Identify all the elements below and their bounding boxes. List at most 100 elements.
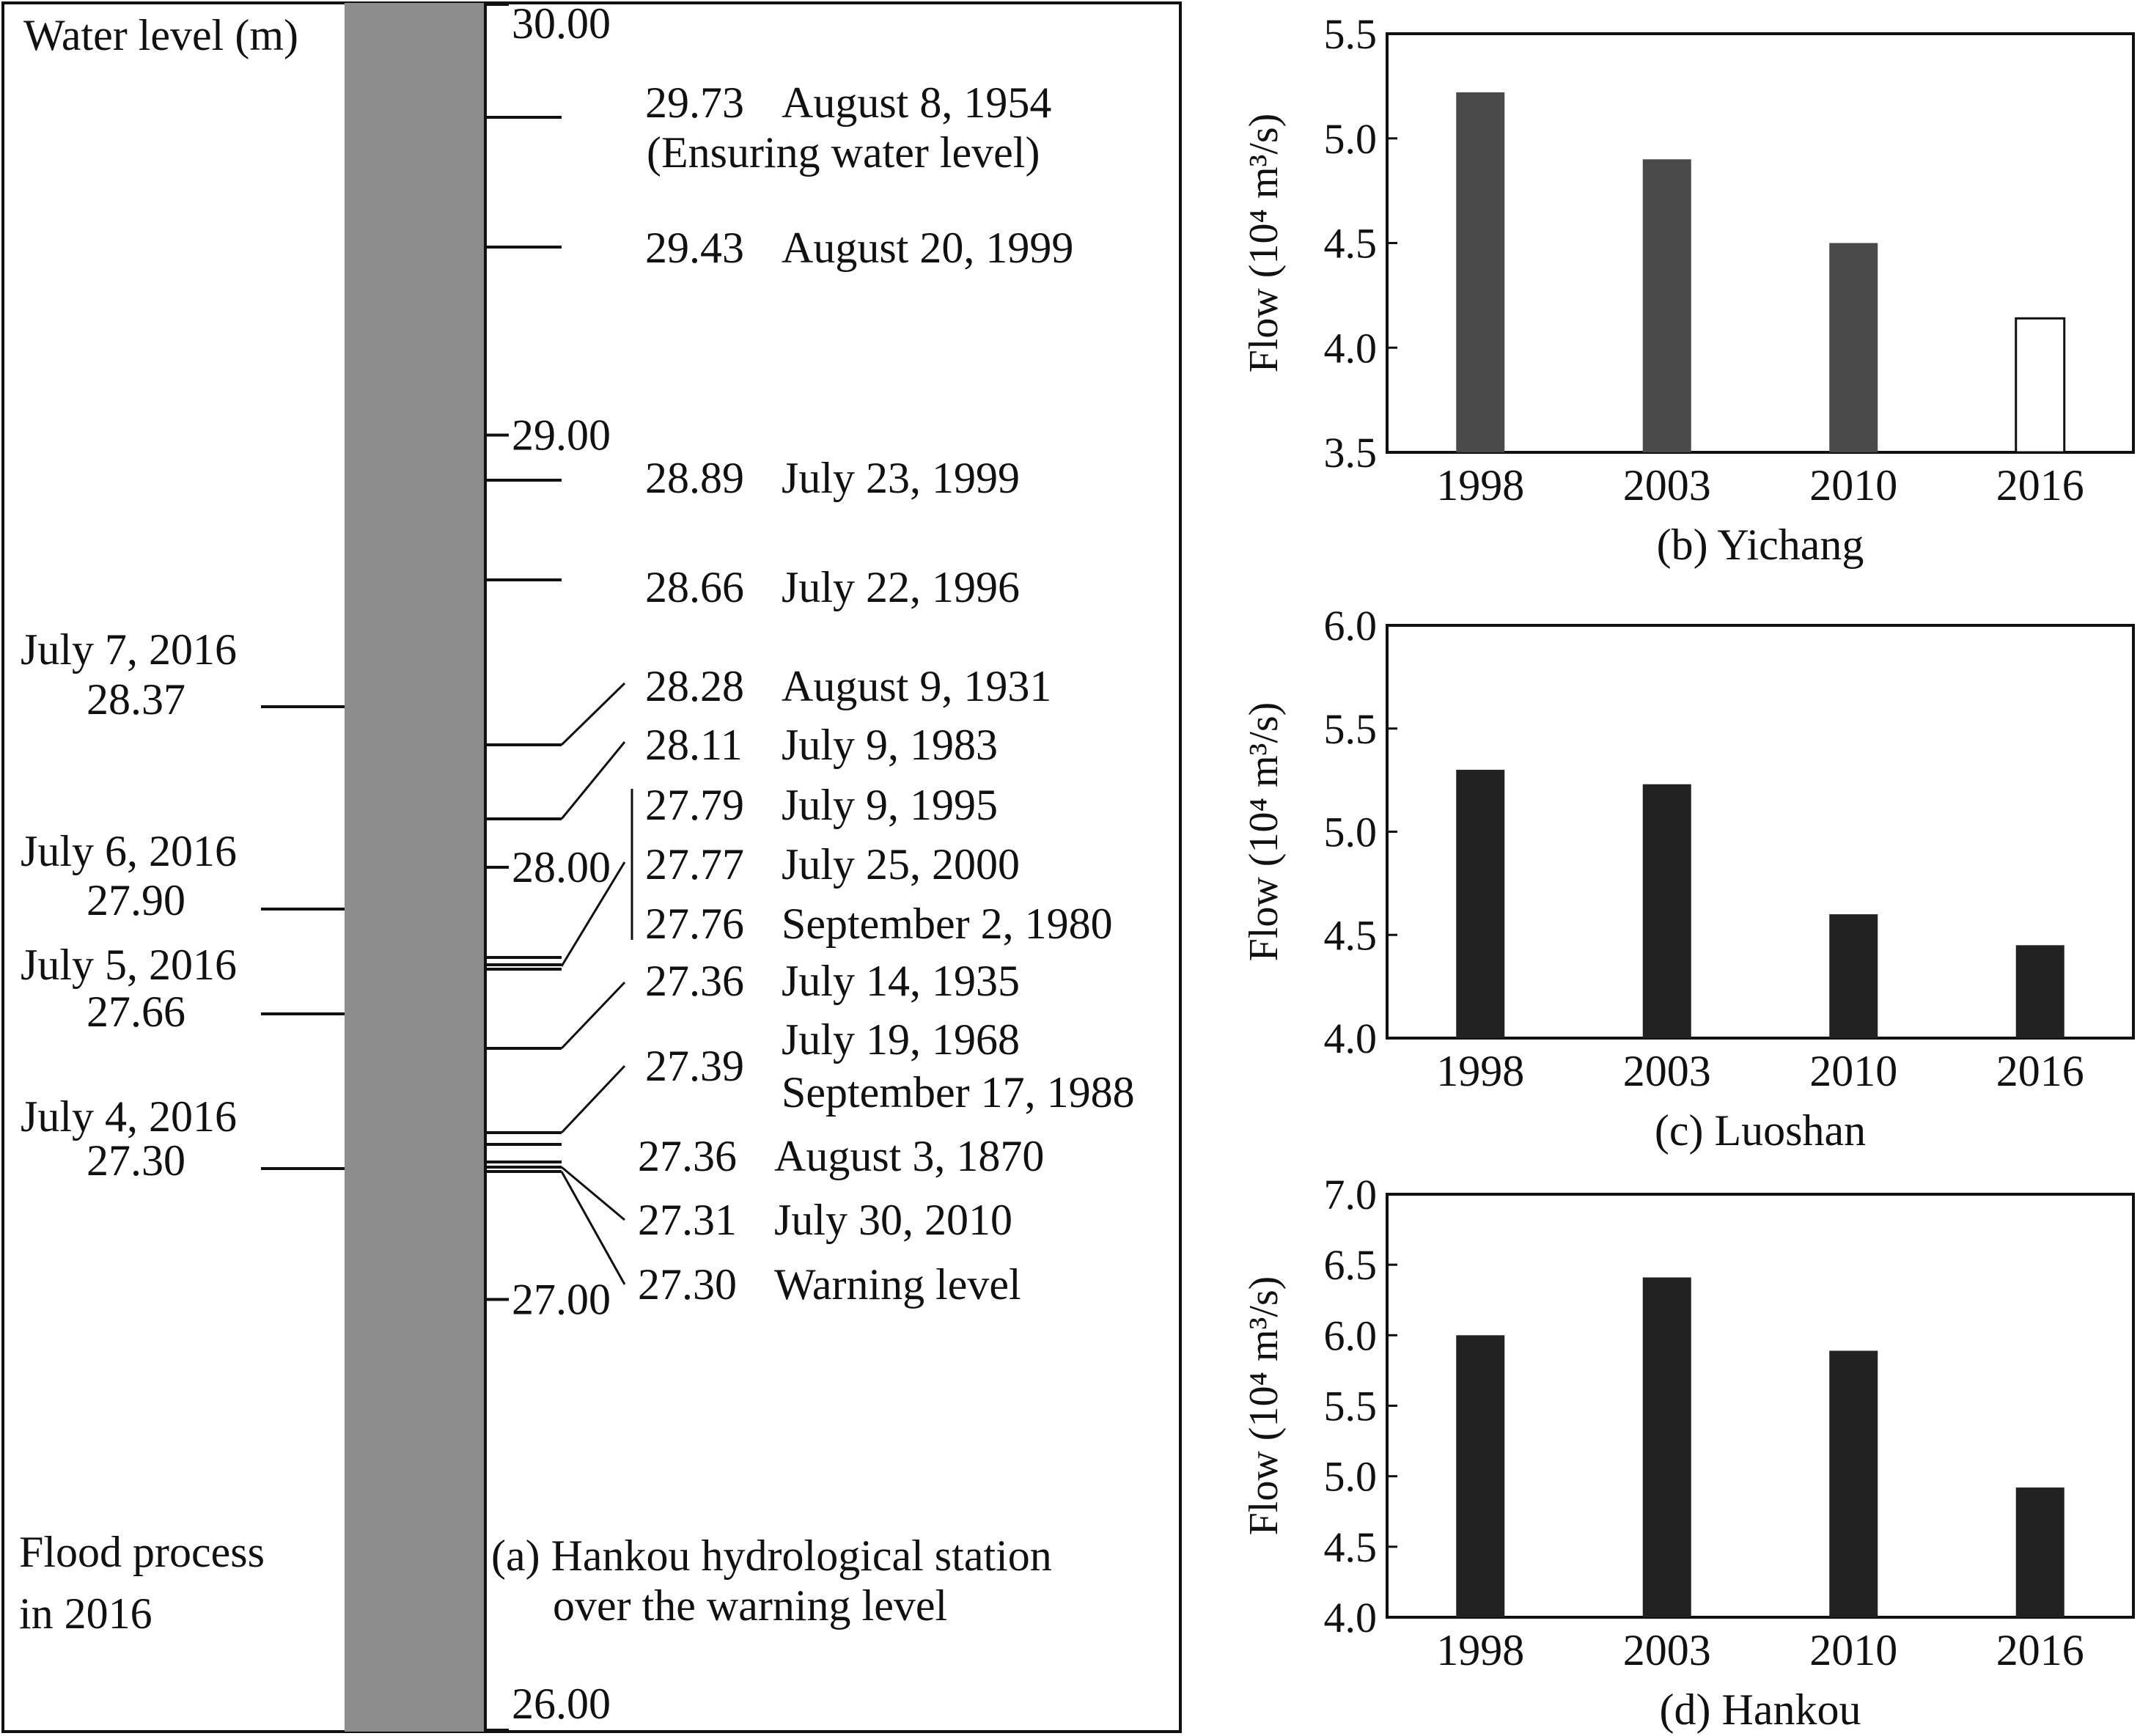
record-label: Warning level: [774, 1260, 1021, 1309]
bar: [1456, 770, 1505, 1038]
x-tick-label: 1998: [1436, 461, 1524, 510]
record-leader-line: [560, 981, 626, 1050]
y-tick-label: 4.0: [1324, 1015, 1378, 1062]
record-value: 27.36: [638, 1132, 737, 1180]
record-label: August 20, 1999: [782, 224, 1073, 272]
record-value: 27.79: [645, 781, 744, 829]
record-value: 28.11: [645, 721, 743, 769]
bar: [2015, 945, 2064, 1038]
chart-title: (b) Yichang: [1657, 521, 1864, 569]
record-value: 27.76: [645, 900, 744, 948]
record-label: July 9, 1983: [782, 721, 998, 769]
y-tick-label: 4.5: [1324, 1523, 1378, 1571]
flood-date-label: July 4, 2016: [21, 1092, 237, 1141]
y-tick-label: 5.5: [1324, 10, 1378, 58]
x-tick-label: 2010: [1809, 1047, 1897, 1095]
record-label: July 23, 1999: [782, 454, 1020, 502]
bar-chart-cluoshan: 4.0 4.5 5.0 5.5 6.0 1998 2003 2010 2016 (c) Luosh…: [1241, 602, 2135, 1155]
record-value: 28.66: [645, 563, 744, 611]
flood-level-value: 27.90: [87, 876, 185, 924]
record-label: September 17, 1988: [782, 1068, 1135, 1117]
chart-title: (d) Hankou: [1660, 1685, 1861, 1734]
record-leader-line: [560, 1171, 626, 1285]
flood-process-label-line2: in 2016: [19, 1589, 152, 1638]
chart-title: (c) Luoshan: [1655, 1106, 1866, 1155]
record-leader-line: [561, 1166, 625, 1221]
bar: [1829, 1350, 1878, 1617]
record-value: 29.43: [645, 224, 744, 272]
hankou-water-level-panel: Water level (m) Flood process in 2016 (a…: [1, 0, 1182, 1733]
record-label: July 19, 1968: [782, 1015, 1020, 1064]
bar: [1456, 1335, 1505, 1617]
y-tick-label: 4.5: [1324, 911, 1378, 959]
flood-date-label: July 5, 2016: [21, 941, 237, 989]
y-tick-label: 5.5: [1324, 705, 1378, 753]
record-value: 27.39: [645, 1042, 744, 1090]
y-axis-label: Flow (10⁴ m³/s): [1241, 114, 1287, 373]
record-value: 27.31: [638, 1196, 737, 1244]
flood-level-value: 27.66: [87, 987, 185, 1036]
record-value: 27.30: [638, 1260, 737, 1309]
record-value: 27.36: [645, 957, 744, 1005]
y-tick-label: 5.0: [1324, 1453, 1378, 1501]
x-tick-label: 2003: [1623, 461, 1711, 510]
record-label: July 9, 1995: [782, 781, 998, 829]
flood-date-label: July 7, 2016: [21, 625, 237, 674]
flow-bar-charts: 3.5 4.0 4.5 5.0 5.5 1998 2003 2010 2016 (b) Yicha…: [1241, 10, 2135, 1734]
x-tick-label: 2003: [1623, 1047, 1711, 1095]
bar: [2015, 1487, 2064, 1617]
x-tick-label: 2016: [1996, 1626, 2084, 1674]
water-level-column: [345, 3, 484, 1732]
y-tick-label: 4.0: [1324, 324, 1378, 372]
record-label: July 14, 1935: [782, 957, 1020, 1005]
y-tick-label: 4.0: [1324, 1594, 1378, 1641]
bar: [1642, 1277, 1691, 1617]
panel-a-frame: [1, 1, 1182, 1733]
record-label: July 25, 2000: [782, 840, 1020, 889]
record-leader-line: [560, 861, 626, 967]
x-tick-label: 1998: [1436, 1626, 1524, 1674]
bar-chart-dhankou: 4.0 4.5 5.0 5.5 6.0 6.5 7.0 1998 2003 2010 2016 (d)…: [1241, 1171, 2135, 1734]
flood-level-value: 28.37: [87, 675, 185, 724]
y-tick-label: 6.0: [1324, 602, 1378, 650]
y-tick-label: 5.0: [1324, 115, 1378, 163]
flood-process-label-line1: Flood process: [19, 1528, 265, 1576]
y-tick-label: 5.5: [1324, 1383, 1378, 1430]
level-tick-label: 27.00: [512, 1276, 611, 1324]
historic-records: 29.73 August 8, 1954(Ensuring water level…: [485, 78, 1135, 1309]
bar: [1642, 784, 1691, 1038]
record-label: July 22, 1996: [782, 563, 1020, 611]
record-label: September 2, 1980: [782, 900, 1113, 948]
y-tick-label: 3.5: [1324, 429, 1378, 477]
y-tick-label: 5.0: [1324, 809, 1378, 856]
y-tick-label: 6.0: [1324, 1312, 1378, 1359]
record-value: 27.77: [645, 840, 744, 889]
water-level-axis-title: Water level (m): [23, 11, 298, 59]
level-tick-label: 26.00: [512, 1680, 611, 1728]
flood-level-value: 27.30: [87, 1136, 185, 1185]
flood-date-label: July 6, 2016: [21, 827, 237, 875]
level-tick-label: 28.00: [512, 843, 611, 891]
record-label: August 8, 1954: [782, 78, 1051, 127]
record-value: 29.73: [645, 78, 744, 127]
y-tick-label: 6.5: [1324, 1241, 1378, 1289]
y-tick-label: 7.0: [1324, 1171, 1378, 1218]
x-tick-label: 2003: [1623, 1626, 1711, 1674]
record-value: 28.28: [645, 662, 744, 710]
bar: [1642, 159, 1691, 453]
bar: [1829, 914, 1878, 1038]
level-tick-label: 30.00: [512, 0, 611, 48]
record-label: August 3, 1870: [774, 1132, 1044, 1180]
bar: [1456, 92, 1505, 452]
y-axis-label: Flow (10⁴ m³/s): [1241, 702, 1287, 962]
x-tick-label: 2016: [1996, 461, 2084, 510]
x-tick-label: 2016: [1996, 1047, 2084, 1095]
level-tick-label: 29.00: [512, 411, 611, 460]
record-label: August 9, 1931: [782, 662, 1051, 710]
panel-a-caption-line1: (a) Hankou hydrological station: [491, 1531, 1052, 1580]
record-value: 28.89: [645, 454, 744, 502]
y-axis-label: Flow (10⁴ m³/s): [1241, 1276, 1287, 1536]
water-level-ticks: 30.00 29.00 28.00 27.00 26.00: [485, 0, 611, 1732]
x-tick-label: 2010: [1809, 1626, 1897, 1674]
